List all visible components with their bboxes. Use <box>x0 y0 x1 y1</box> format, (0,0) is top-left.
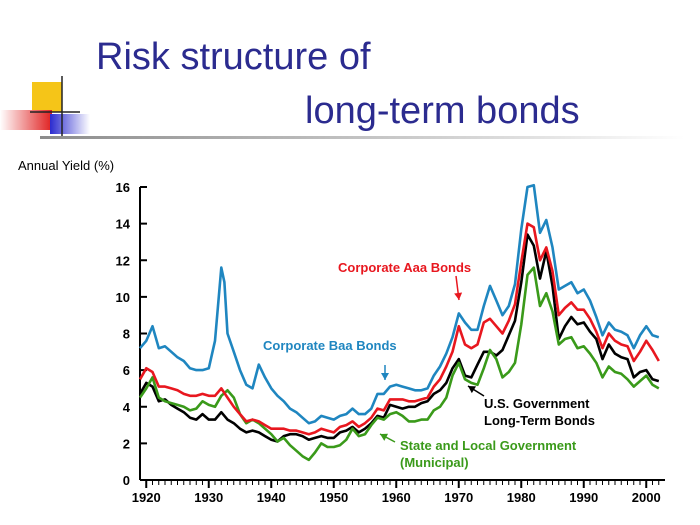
x-tick-label: 1930 <box>194 490 223 505</box>
y-tick-label: 4 <box>123 400 131 415</box>
x-tick-label: 1920 <box>132 490 161 505</box>
series-annotation-2: U.S. Government <box>484 396 590 411</box>
series-annotation-0: Corporate Aaa Bonds <box>338 260 471 275</box>
bond-yield-chart: Annual Yield (%) 0 2 4 6 8 10 12 14 16 1920 1930 19… <box>18 158 665 505</box>
y-tick-label: 10 <box>116 290 130 305</box>
series-line-2 <box>138 233 660 443</box>
municipal-pointer-arrow-head <box>380 433 389 441</box>
series-line-0 <box>139 183 660 425</box>
y-tick-label: 12 <box>116 253 130 268</box>
slide-title-line1: Risk structure of <box>96 36 371 78</box>
x-tick-label: 1960 <box>382 490 411 505</box>
x-tick-label: 1940 <box>257 490 286 505</box>
x-tick-label: 1950 <box>319 490 348 505</box>
series-line-1 <box>138 222 660 436</box>
series-annotation-4: State and Local Government <box>400 438 577 453</box>
x-tick-label: 1980 <box>507 490 536 505</box>
deco-red-bar <box>0 110 52 130</box>
y-tick-label: 16 <box>116 180 130 195</box>
series-annotation-1: Corporate Baa Bonds <box>263 338 397 353</box>
x-tick-label: 1970 <box>444 490 473 505</box>
chart-series-lines <box>138 183 660 462</box>
chart-series-labels: Corporate Aaa Bonds Corporate Baa Bonds U.… <box>263 260 595 470</box>
treasury-pointer-arrow-head <box>468 386 477 394</box>
deco-yellow-square <box>32 82 62 112</box>
series-annotation-3: Long-Term Bonds <box>484 413 595 428</box>
y-tick-label: 2 <box>123 436 130 451</box>
x-tick-label: 2000 <box>632 490 661 505</box>
deco-blue-bar <box>50 114 90 134</box>
slide-decoration <box>0 76 90 136</box>
baa-pointer-arrow-head <box>381 373 389 380</box>
chart-axes: 0 2 4 6 8 10 12 14 16 1920 1930 1940 1950 1960 1970 198… <box>116 180 665 505</box>
y-tick-label: 6 <box>123 363 130 378</box>
y-axis-label: Annual Yield (%) <box>18 158 114 173</box>
y-tick-label: 0 <box>123 473 130 488</box>
slide-title-line2: long-term bonds <box>305 90 580 132</box>
series-annotation-5: (Municipal) <box>400 455 469 470</box>
series-line-3 <box>138 266 660 462</box>
y-tick-label: 8 <box>123 327 130 342</box>
x-tick-label: 1990 <box>569 490 598 505</box>
title-underline-rule <box>40 136 685 139</box>
y-tick-label: 14 <box>116 217 131 232</box>
aaa-pointer-arrow-head <box>454 292 463 300</box>
